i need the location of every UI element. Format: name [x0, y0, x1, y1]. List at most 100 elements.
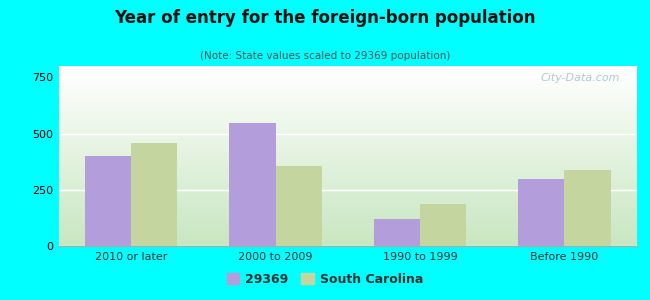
Bar — [58, 192, 637, 193]
Bar — [58, 85, 637, 86]
Bar — [58, 170, 637, 171]
Bar — [58, 151, 637, 152]
Bar — [58, 111, 637, 112]
Bar — [58, 196, 637, 197]
Bar — [276, 166, 322, 246]
Bar — [58, 104, 637, 105]
Bar — [58, 206, 637, 207]
Bar — [58, 159, 637, 160]
Bar — [58, 173, 637, 174]
Bar — [58, 243, 637, 244]
Bar — [58, 84, 637, 85]
Bar — [58, 237, 637, 238]
Bar — [58, 98, 637, 99]
Bar — [84, 156, 131, 246]
Bar — [58, 168, 637, 169]
Bar — [58, 164, 637, 165]
Bar — [58, 238, 637, 239]
Bar — [58, 97, 637, 98]
Bar — [58, 87, 637, 88]
Bar — [58, 140, 637, 141]
Bar — [58, 194, 637, 195]
Bar — [58, 72, 637, 73]
Bar — [58, 214, 637, 215]
Bar — [58, 155, 637, 156]
Bar — [58, 133, 637, 134]
Bar — [58, 225, 637, 226]
Bar — [58, 188, 637, 189]
Bar — [58, 232, 637, 233]
Bar — [58, 191, 637, 192]
Bar — [58, 182, 637, 183]
Bar — [58, 130, 637, 131]
Bar — [58, 216, 637, 217]
Bar — [58, 80, 637, 81]
Bar — [58, 165, 637, 166]
Bar — [58, 185, 637, 186]
Bar — [58, 211, 637, 212]
Bar — [58, 132, 637, 133]
Bar — [58, 157, 637, 158]
Bar — [58, 149, 637, 150]
Bar — [58, 144, 637, 145]
Bar — [58, 209, 637, 210]
Bar — [58, 117, 637, 118]
Bar — [58, 106, 637, 107]
Bar — [58, 178, 637, 179]
Bar — [58, 82, 637, 83]
Bar — [58, 67, 637, 68]
Bar — [58, 92, 637, 93]
Bar — [58, 193, 637, 194]
Bar — [518, 178, 564, 246]
Bar — [58, 115, 637, 116]
Bar — [58, 212, 637, 213]
Bar — [58, 96, 637, 97]
Bar — [58, 124, 637, 125]
Bar — [58, 187, 637, 188]
Bar — [58, 158, 637, 159]
Bar — [58, 86, 637, 87]
Bar — [58, 199, 637, 200]
Bar — [58, 145, 637, 146]
Bar — [58, 91, 637, 92]
Bar — [58, 229, 637, 230]
Bar — [58, 198, 637, 199]
Bar — [58, 147, 637, 148]
Bar — [58, 126, 637, 127]
Bar — [58, 195, 637, 196]
Bar — [58, 222, 637, 223]
Bar — [58, 210, 637, 211]
Legend: 29369, South Carolina: 29369, South Carolina — [222, 268, 428, 291]
Bar — [58, 160, 637, 161]
Bar — [58, 83, 637, 84]
Bar — [58, 176, 637, 177]
Bar — [58, 205, 637, 206]
Bar — [58, 224, 637, 225]
Bar — [58, 169, 637, 170]
Bar — [58, 207, 637, 208]
Bar — [58, 89, 637, 90]
Bar — [58, 233, 637, 234]
Bar — [58, 226, 637, 227]
Bar — [58, 69, 637, 70]
Bar — [58, 90, 637, 91]
Bar — [58, 94, 637, 95]
Bar — [58, 109, 637, 110]
Bar — [58, 227, 637, 228]
Bar — [58, 197, 637, 198]
Text: Year of entry for the foreign-born population: Year of entry for the foreign-born popul… — [114, 9, 536, 27]
Bar — [58, 137, 637, 138]
Bar — [58, 174, 637, 175]
Bar — [58, 100, 637, 101]
Bar — [131, 142, 177, 246]
Bar — [58, 78, 637, 79]
Bar — [58, 161, 637, 162]
Bar — [58, 175, 637, 176]
Bar — [58, 213, 637, 214]
Bar — [58, 240, 637, 241]
Bar — [58, 200, 637, 201]
Bar — [58, 242, 637, 243]
Bar — [58, 208, 637, 209]
Bar — [58, 88, 637, 89]
Bar — [58, 108, 637, 109]
